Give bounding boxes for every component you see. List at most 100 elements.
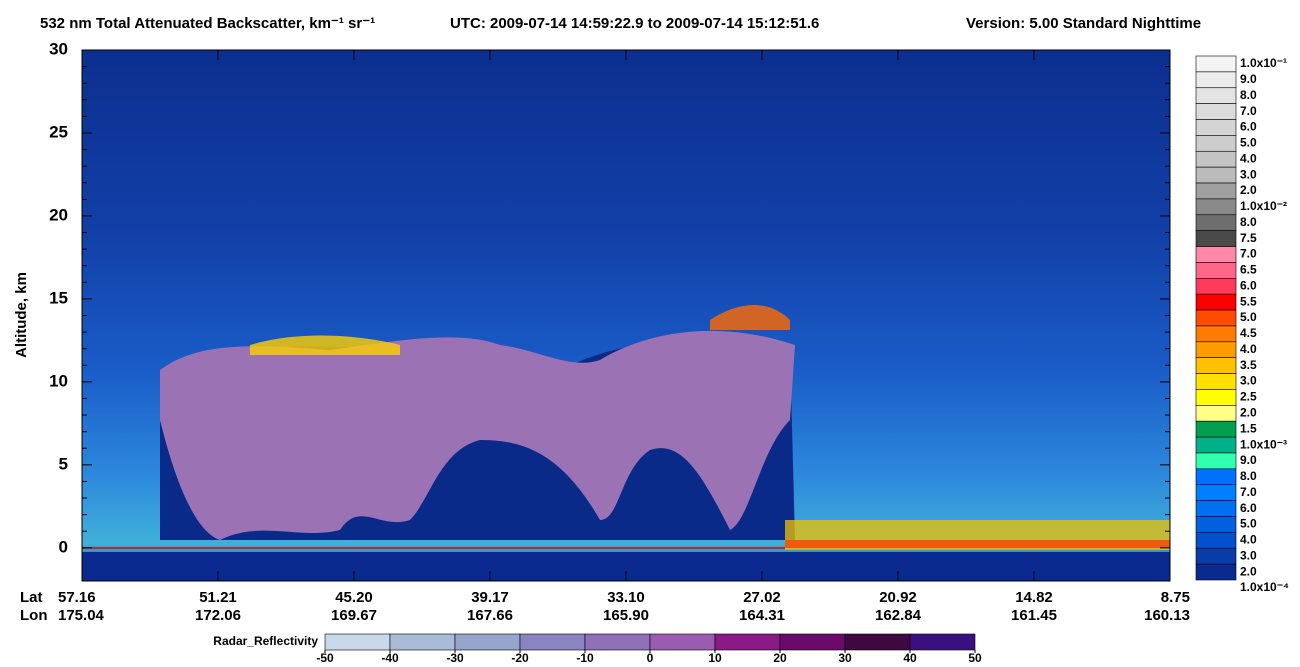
y-tick-label: 30 xyxy=(49,39,68,58)
colorbar-swatch xyxy=(1195,278,1237,295)
colorbar-swatch xyxy=(1195,484,1237,501)
colorbar-label: 6.5 xyxy=(1240,263,1257,277)
colorbar-label: 4.0 xyxy=(1240,151,1257,165)
colorbar-label: 2.0 xyxy=(1240,406,1257,420)
radar-tick-label: 10 xyxy=(708,651,722,665)
colorbar-swatch xyxy=(1195,436,1237,454)
colorbar-swatch xyxy=(1195,135,1237,152)
chart-title: 532 nm Total Attenuated Backscatter, km⁻… xyxy=(40,15,375,32)
colorbar-swatch xyxy=(1195,325,1237,343)
colorbar-swatch xyxy=(1195,71,1237,89)
x-tick-label: 164.31 xyxy=(739,607,785,624)
radar-tick-label: 50 xyxy=(968,651,982,665)
colorbar-swatch xyxy=(1195,230,1237,247)
colorbar-swatch xyxy=(1195,341,1237,358)
version: Version: 5.00 Standard Nighttime xyxy=(966,15,1201,32)
radar-tick-label: -30 xyxy=(446,651,464,665)
colorbar-swatch xyxy=(1195,214,1237,231)
radar-tick-label: -20 xyxy=(511,651,529,665)
radar-colorbar-swatch xyxy=(519,633,586,651)
colorbar-label: 4.0 xyxy=(1240,342,1257,356)
colorbar-swatch xyxy=(1195,293,1237,311)
colorbar-swatch xyxy=(1195,405,1237,422)
x-tick-label: 27.02 xyxy=(743,589,781,606)
radar-tick-label: 0 xyxy=(647,651,654,665)
colorbar-label: 7.0 xyxy=(1240,104,1257,118)
colorbar-label: 2.5 xyxy=(1240,390,1257,404)
colorbar-swatch xyxy=(1195,150,1237,168)
colorbar-label: 6.0 xyxy=(1240,120,1257,134)
colorbar-label: 1.0x10⁻³ xyxy=(1240,437,1287,451)
colorbar-swatch xyxy=(1195,119,1237,136)
x-tick-label: 39.17 xyxy=(471,589,509,606)
y-tick-label: 10 xyxy=(49,371,68,390)
y-tick-label: 5 xyxy=(59,454,68,473)
radar-tick-label: 40 xyxy=(903,651,917,665)
colorbar-label: 7.0 xyxy=(1240,485,1257,499)
cloud-top xyxy=(710,305,790,330)
radar-tick-label: -40 xyxy=(381,651,399,665)
x-tick-label: 8.75 xyxy=(1161,589,1190,606)
cloud-layer xyxy=(160,330,795,540)
colorbar-label: 5.5 xyxy=(1240,294,1257,308)
colorbar-label: 7.5 xyxy=(1240,231,1257,245)
radar-colorbar-label: Radar_Reflectivity xyxy=(213,634,318,648)
radar-colorbar-swatch xyxy=(584,633,651,651)
colorbar-label: 4.0 xyxy=(1240,533,1257,547)
colorbar-swatch xyxy=(1195,262,1237,279)
colorbar-label: 1.0x10⁻² xyxy=(1240,199,1287,213)
colorbar-label: 5.0 xyxy=(1240,517,1257,531)
colorbar-label: 6.0 xyxy=(1240,278,1257,292)
colorbar-label: 4.5 xyxy=(1240,326,1257,340)
colorbar-label: 5.0 xyxy=(1240,136,1257,150)
y-tick-label: 20 xyxy=(49,205,68,224)
colorbar-label: 3.5 xyxy=(1240,358,1257,372)
x-tick-label: 14.82 xyxy=(1015,589,1053,606)
colorbar-label: 2.0 xyxy=(1240,183,1257,197)
colorbar-swatch xyxy=(1195,500,1237,517)
colorbar-label: 8.0 xyxy=(1240,88,1257,102)
colorbar-swatch xyxy=(1195,166,1237,184)
x-tick-label: 169.67 xyxy=(331,607,377,624)
colorbar-swatch xyxy=(1195,532,1237,549)
colorbar-swatch xyxy=(1195,87,1237,104)
colorbar-swatch xyxy=(1195,55,1237,73)
colorbar-label: 5.0 xyxy=(1240,310,1257,324)
y-tick-label: 15 xyxy=(49,288,68,307)
x-tick-label: 51.21 xyxy=(199,589,237,606)
colorbar-swatch xyxy=(1195,547,1237,565)
radar-tick-label: 20 xyxy=(773,651,787,665)
radar-colorbar-swatch xyxy=(389,633,456,651)
colorbar-swatch xyxy=(1195,563,1237,581)
x-tick-label: 45.20 xyxy=(335,589,373,606)
x-tick-label: 57.16 xyxy=(58,589,96,606)
x-tick-label: 20.92 xyxy=(879,589,917,606)
colorbar-label: 3.0 xyxy=(1240,548,1257,562)
y-tick-label: 25 xyxy=(49,122,68,141)
x-tick-label: 33.10 xyxy=(607,589,645,606)
surface-aerosol xyxy=(785,540,1170,548)
x-tick-label: 172.06 xyxy=(195,607,241,624)
colorbar-label: 8.0 xyxy=(1240,215,1257,229)
colorbar-label: 9.0 xyxy=(1240,72,1257,86)
colorbar-label: 3.0 xyxy=(1240,167,1257,181)
radar-colorbar-swatch xyxy=(844,633,911,651)
radar-tick-label: -50 xyxy=(316,651,334,665)
colorbar-swatch xyxy=(1195,309,1237,327)
colorbar-label: 1.0x10⁻⁴ xyxy=(1240,580,1289,594)
colorbar-swatch xyxy=(1195,182,1237,200)
x-tick-label: 161.45 xyxy=(1011,607,1057,624)
x-row-name: Lon xyxy=(20,607,48,624)
colorbar-label: 8.0 xyxy=(1240,469,1257,483)
colorbar-swatch xyxy=(1195,516,1237,533)
x-tick-label: 165.90 xyxy=(603,607,649,624)
y-axis-label: Altitude, km xyxy=(13,272,30,358)
x-tick-label: 160.13 xyxy=(1144,607,1190,624)
colorbar-swatch xyxy=(1195,420,1237,438)
colorbar-label: 2.0 xyxy=(1240,564,1257,578)
x-tick-label: 167.66 xyxy=(467,607,513,624)
colorbar-swatch xyxy=(1195,198,1237,216)
colorbar-label: 9.0 xyxy=(1240,453,1257,467)
radar-colorbar-swatch xyxy=(649,633,716,651)
